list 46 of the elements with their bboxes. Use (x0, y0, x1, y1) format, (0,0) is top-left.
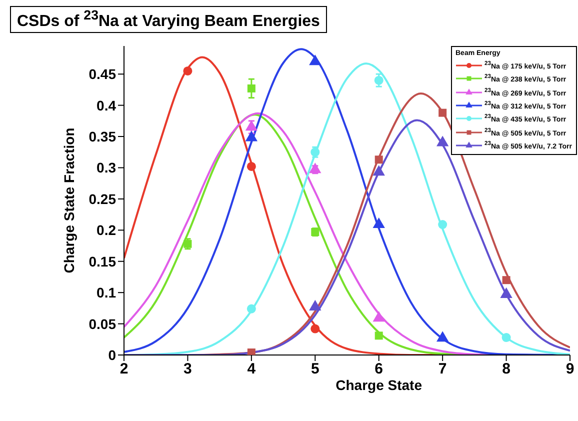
y-tick-label: 0.1 (96, 284, 116, 301)
point (246, 304, 256, 314)
point (372, 218, 385, 228)
y-tick-label: 0.2 (96, 222, 116, 238)
y-tick-label: 0.05 (88, 316, 116, 332)
y-tick-label: 0.25 (88, 190, 116, 207)
y-tick-label: 0.15 (88, 253, 116, 270)
point (374, 76, 384, 85)
point (502, 333, 511, 342)
x-tick-label: 4 (247, 360, 256, 378)
point (245, 130, 258, 142)
chart-title: CSDs of $^{23}$Na at Varying Beam Energies (17, 8, 320, 30)
point (436, 331, 449, 342)
y-tick-label: 0.45 (88, 66, 116, 82)
point (374, 156, 383, 164)
point (502, 276, 510, 284)
point (309, 162, 322, 174)
point (247, 348, 256, 355)
point (374, 332, 383, 340)
x-tick-label: 5 (310, 360, 320, 378)
x-tick-label: 3 (184, 360, 192, 378)
point (372, 165, 385, 176)
point (372, 311, 385, 322)
x-tick-label: 6 (374, 360, 384, 378)
y-tick-label: 0.4 (96, 97, 116, 114)
x-tick-label: 2 (120, 360, 128, 378)
point (183, 66, 192, 76)
y-tick-label: 0 (108, 346, 116, 363)
y-axis-title: Charge State Fraction (60, 128, 77, 274)
point (310, 324, 320, 334)
x-tick-label: 7 (438, 360, 447, 378)
point (309, 300, 322, 310)
point (500, 287, 512, 298)
x-tick-label: 8 (502, 360, 510, 378)
point (438, 220, 448, 230)
point (184, 240, 192, 248)
x-tick-label: 9 (566, 360, 574, 378)
point (246, 162, 256, 171)
point (245, 120, 258, 131)
point (247, 84, 256, 92)
x-axis-title: Charge State (336, 377, 422, 393)
point (309, 54, 322, 66)
point (438, 108, 447, 117)
point (436, 136, 449, 146)
y-tick-label: 0.35 (88, 128, 116, 144)
y-tick-label: 0.3 (96, 160, 116, 176)
